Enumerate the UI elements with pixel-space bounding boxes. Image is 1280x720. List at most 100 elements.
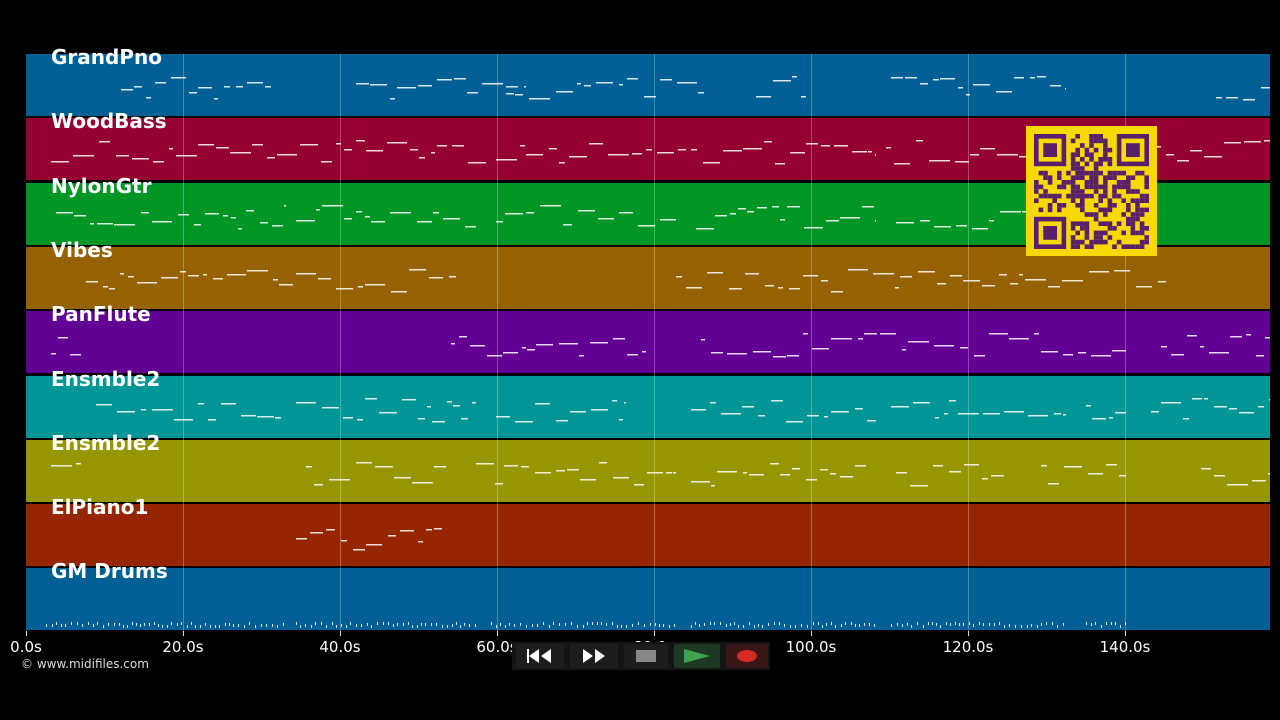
midi-note <box>277 154 297 156</box>
midi-note <box>1204 397 1208 399</box>
track-lane[interactable]: PanFlute <box>26 302 1270 374</box>
midi-note <box>252 144 263 146</box>
midi-note <box>1171 354 1184 356</box>
midi-note <box>1258 405 1264 407</box>
fast-forward-button[interactable] <box>570 644 618 668</box>
track-lane[interactable]: GM Drums <box>26 559 1270 631</box>
record-button[interactable] <box>726 644 768 668</box>
track-name: NylonGtr <box>51 173 152 198</box>
midi-note <box>1078 352 1086 354</box>
midi-note <box>1229 407 1237 409</box>
midi-note <box>982 284 995 287</box>
midi-note <box>296 538 307 540</box>
track-lane[interactable]: Ensmble2 <box>26 367 1270 438</box>
midi-note <box>176 155 197 157</box>
midi-note <box>90 222 94 225</box>
midi-note <box>991 474 1004 477</box>
midi-note <box>896 221 914 224</box>
midi-note <box>74 214 86 217</box>
track-notes <box>96 397 1270 422</box>
midi-note <box>756 96 771 98</box>
midi-note <box>332 622 333 626</box>
midi-note <box>1019 273 1023 276</box>
midi-note <box>231 216 236 219</box>
midi-note <box>619 418 623 420</box>
midi-note <box>638 224 655 227</box>
midi-note <box>762 625 763 629</box>
midi-note <box>983 412 1000 414</box>
midi-note <box>70 354 81 356</box>
midi-note <box>634 483 644 486</box>
midi-note <box>120 272 124 275</box>
midi-note <box>606 623 607 627</box>
midi-note <box>200 625 201 629</box>
midi-note <box>114 223 135 226</box>
midi-note <box>273 278 278 281</box>
midi-note <box>482 83 503 85</box>
midi-note <box>306 465 312 468</box>
midi-note <box>249 622 250 626</box>
midi-note <box>1111 622 1112 626</box>
midi-note <box>300 144 318 146</box>
midi-note <box>933 464 943 467</box>
midi-note <box>447 625 448 629</box>
midi-note <box>205 623 206 627</box>
midi-note <box>1161 346 1167 348</box>
midi-note <box>1027 625 1028 629</box>
midi-note <box>918 270 935 273</box>
midi-note <box>720 622 721 626</box>
midi-note <box>152 220 172 223</box>
midi-note <box>626 625 627 629</box>
midi-note <box>88 622 89 626</box>
midi-note <box>955 161 969 163</box>
midi-note <box>265 86 271 88</box>
midi-note <box>1021 625 1022 629</box>
stop-button[interactable] <box>624 644 668 668</box>
midi-note <box>778 286 783 289</box>
midi-note <box>56 211 73 214</box>
midi-note <box>1064 465 1082 468</box>
midi-note <box>51 161 69 163</box>
midi-note <box>730 212 736 215</box>
midi-note <box>674 624 675 628</box>
midi-note <box>132 158 149 160</box>
midi-note <box>506 86 518 88</box>
track-notes <box>86 268 1166 293</box>
track-lane[interactable]: GrandPno <box>26 45 1270 116</box>
midi-note <box>1054 412 1061 414</box>
midi-note <box>1028 414 1048 416</box>
midi-note <box>367 623 368 627</box>
midi-note <box>826 623 827 627</box>
midi-note <box>624 401 626 403</box>
midi-note <box>826 219 839 222</box>
midi-note <box>578 209 595 212</box>
midi-note <box>162 625 163 629</box>
midi-note <box>296 622 297 626</box>
midi-note <box>496 159 517 161</box>
rewind-button[interactable] <box>516 644 564 668</box>
track-lane[interactable]: ElPiano1 <box>26 495 1270 567</box>
midi-note <box>437 79 452 81</box>
midi-note <box>1226 97 1238 99</box>
midi-note <box>913 401 930 403</box>
midi-note <box>807 625 808 629</box>
midi-note <box>1041 464 1047 467</box>
midi-note <box>214 98 218 100</box>
midi-note <box>848 268 868 271</box>
midi-note <box>520 623 521 627</box>
track-lane[interactable]: Ensmble2 <box>26 431 1270 502</box>
track-lane[interactable]: Vibes <box>26 238 1270 309</box>
midi-note <box>773 356 786 358</box>
midi-note <box>1004 625 1005 629</box>
midi-note <box>999 622 1000 626</box>
midi-note <box>895 286 899 289</box>
midi-note <box>1209 352 1229 354</box>
midi-note <box>491 622 492 626</box>
play-button[interactable] <box>674 644 720 668</box>
midi-note <box>824 415 828 417</box>
midi-note <box>1204 156 1222 158</box>
track-name: WoodBass <box>51 109 167 134</box>
midi-note <box>936 623 937 627</box>
midi-note <box>229 623 230 627</box>
midi-note <box>780 473 790 476</box>
